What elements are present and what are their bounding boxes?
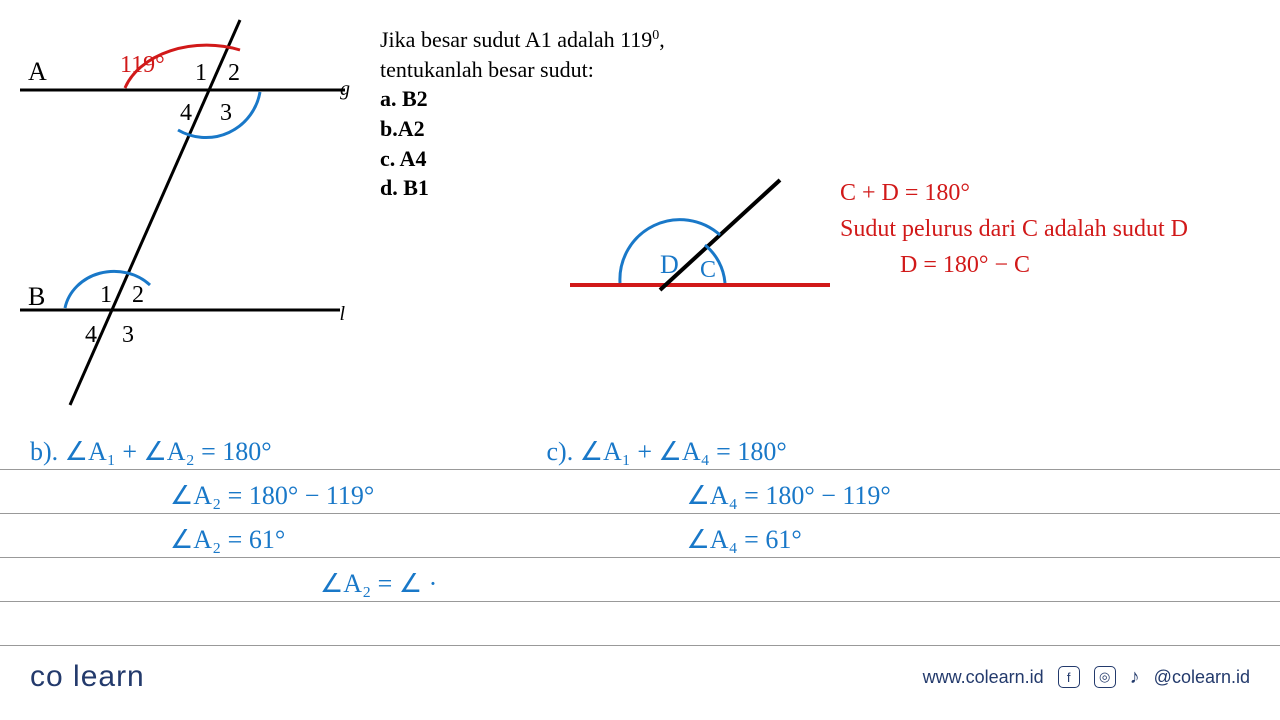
problem-line1-a: Jika besar sudut A1 adalah 119 [380,27,652,52]
ans-b-l4: ∠A₂ = ∠ · [30,562,520,606]
label-B: B [28,282,45,311]
brand-b: learn [73,660,145,693]
ans-b-l1: ∠A₁ + ∠A₂ = 180° [65,437,272,467]
problem-item-a: a. B2 [380,84,665,114]
brand-a: co [30,660,64,693]
footer-handle: @colearn.id [1154,667,1250,688]
b-q1: 1 [100,282,112,308]
side-diagram: D C [560,165,840,315]
answer-b: b). ∠A₁ + ∠A₂ = 180° ∠A₂ = 180° − 119° ∠… [30,430,520,606]
label-l: l [339,303,345,325]
ans-c-l2: ∠A₄ = 180° − 119° [547,474,1107,518]
tiktok-icon: ♪ [1130,666,1140,689]
label-g: g [340,78,350,100]
red-note-2: Sudut pelurus dari C adalah sudut D [840,211,1188,247]
label-A: A [28,57,47,86]
b-q4: 4 [85,322,97,348]
a-q1: 1 [195,60,207,86]
red-note-3: D = 180° − C [840,247,1188,283]
instagram-icon: ◎ [1094,666,1116,688]
red-notes: C + D = 180° Sudut pelurus dari C adalah… [840,175,1188,283]
problem-deg: 0 [652,28,659,43]
ans-c-title: c). [547,437,574,467]
b-q3: 3 [122,322,134,348]
ans-c-l1: ∠A₁ + ∠A₄ = 180° [580,437,787,467]
b-q2: 2 [132,282,144,308]
problem-line1-c: , [659,27,665,52]
side-D: D [660,250,679,279]
footer-site: www.colearn.id [923,667,1044,688]
facebook-icon: f [1058,666,1080,688]
brand-logo: co learn [30,660,145,694]
problem-line2: tentukanlah besar sudut: [380,55,665,85]
a-q4: 4 [180,100,192,126]
answers-area: b). ∠A₁ + ∠A₂ = 180° ∠A₂ = 180° − 119° ∠… [30,430,1250,606]
ans-c-l3: ∠A₄ = 61° [547,518,1107,562]
answer-c: c). ∠A₁ + ∠A₄ = 180° ∠A₄ = 180° − 119° ∠… [547,430,1107,562]
footer: co learn www.colearn.id f ◎ ♪ @colearn.i… [30,660,1250,694]
ans-b-l3: ∠A₂ = 61° [30,518,520,562]
ans-b-title: b). [30,437,58,467]
main-diagram: A 119° 1 2 3 4 g B 1 2 3 4 l [10,10,350,410]
ans-b-l2: ∠A₂ = 180° − 119° [30,474,520,518]
red-note-1: C + D = 180° [840,175,1188,211]
problem-item-b: b.A2 [380,114,665,144]
a-q3: 3 [220,100,232,126]
a-q2: 2 [228,60,240,86]
angle-119: 119° [120,52,165,78]
side-C: C [700,257,716,283]
